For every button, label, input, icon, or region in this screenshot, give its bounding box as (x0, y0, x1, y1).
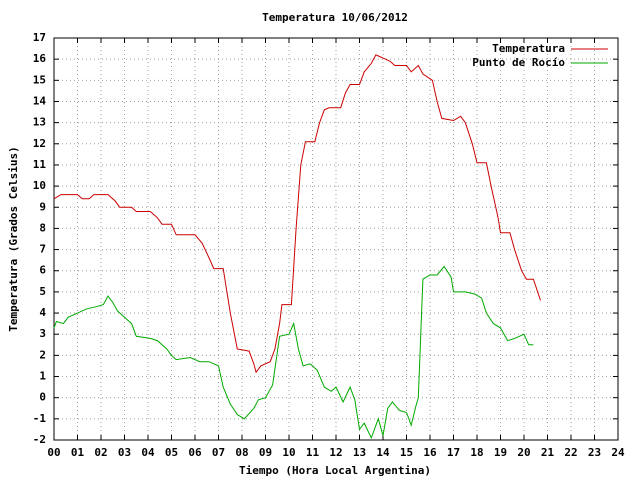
x-tick-label: 23 (588, 446, 601, 459)
series-line (53, 54, 541, 374)
y-tick-label: 2 (39, 348, 46, 361)
x-tick-label: 22 (564, 446, 577, 459)
y-tick-label: 14 (33, 94, 47, 107)
x-tick-label: 08 (235, 446, 248, 459)
x-tick-label: 12 (329, 446, 342, 459)
y-tick-label: -2 (33, 433, 46, 446)
legend-label: Temperatura (492, 42, 565, 55)
plot-frame (53, 37, 619, 441)
x-tick-label: 09 (259, 446, 272, 459)
x-tick-label: 17 (447, 446, 460, 459)
y-tick-label: 13 (33, 116, 46, 129)
x-tick-label: 14 (376, 446, 390, 459)
x-tick-label: 06 (188, 446, 202, 459)
y-tick-label: 16 (33, 52, 47, 65)
x-tick-label: 04 (141, 446, 155, 459)
x-tick-label: 02 (94, 446, 107, 459)
y-axis-label: Temperatura (Grados Celsius) (7, 146, 20, 331)
y-tick-label: 8 (39, 221, 46, 234)
x-tick-label: 03 (118, 446, 131, 459)
y-tick-label: 12 (33, 137, 46, 150)
x-tick-label: 19 (494, 446, 507, 459)
y-tick-label: 0 (39, 391, 46, 404)
y-tick-label: 15 (33, 73, 46, 86)
legend-label: Punto de Rocío (472, 56, 565, 69)
y-tick-label: -1 (33, 412, 47, 425)
chart-title: Temperatura 10/06/2012 (262, 11, 408, 24)
x-tick-label: 05 (165, 446, 178, 459)
x-tick-label: 21 (541, 446, 555, 459)
x-tick-label: 00 (47, 446, 60, 459)
x-axis-label: Tiempo (Hora Local Argentina) (239, 464, 431, 477)
y-tick-label: 7 (39, 243, 46, 256)
x-tick-label: 07 (212, 446, 225, 459)
x-tick-label: 20 (517, 446, 530, 459)
x-tick-label: 18 (470, 446, 483, 459)
x-tick-label: 10 (282, 446, 295, 459)
y-tick-label: 17 (33, 31, 46, 44)
x-tick-label: 01 (71, 446, 85, 459)
y-tick-label: 4 (39, 306, 46, 319)
y-tick-label: 3 (39, 327, 46, 340)
y-tick-label: 10 (33, 179, 46, 192)
y-tick-label: 6 (39, 264, 46, 277)
y-tick-label: 5 (39, 285, 46, 298)
x-tick-label: 16 (423, 446, 437, 459)
x-tick-label: 24 (611, 446, 625, 459)
y-tick-label: 1 (39, 370, 46, 383)
x-tick-label: 15 (400, 446, 413, 459)
x-tick-label: 13 (353, 446, 366, 459)
series-line (53, 265, 534, 440)
y-tick-label: 9 (39, 200, 46, 213)
y-tick-label: 11 (33, 158, 47, 171)
x-tick-label: 11 (306, 446, 320, 459)
